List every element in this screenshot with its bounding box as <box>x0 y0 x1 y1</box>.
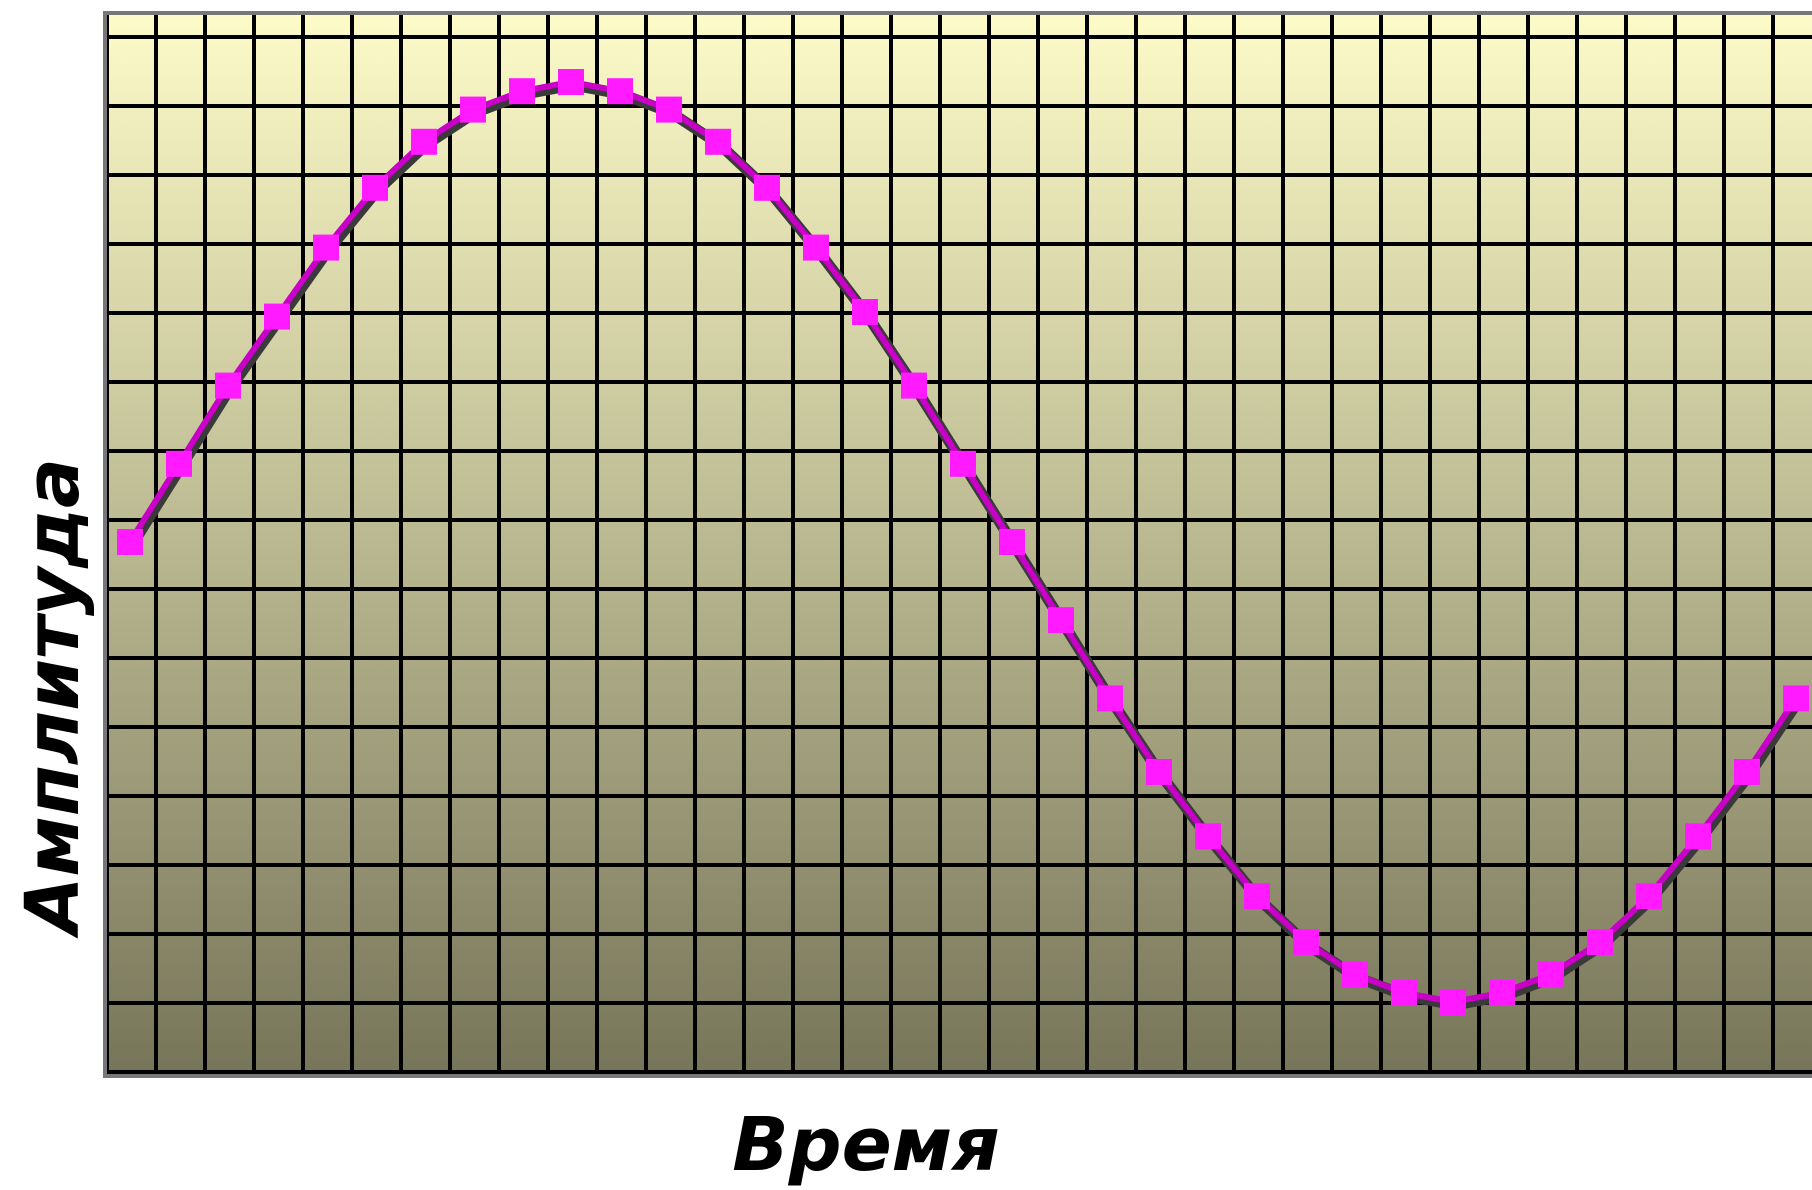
series-sine-wave <box>117 69 1809 1015</box>
data-point-marker <box>117 529 143 555</box>
data-point-marker <box>1587 929 1613 956</box>
data-point-marker <box>999 529 1025 555</box>
data-point-marker <box>1244 883 1270 910</box>
data-point-marker <box>362 174 388 201</box>
data-point-marker <box>1636 883 1662 910</box>
data-point-marker <box>509 78 535 105</box>
data-point-marker <box>852 299 878 325</box>
data-point-marker <box>1391 979 1417 1006</box>
x-axis-label: Время <box>732 1102 1000 1188</box>
data-point-marker <box>460 96 486 123</box>
data-point-marker <box>1048 607 1074 634</box>
data-point-marker <box>754 174 780 201</box>
data-point-marker <box>705 128 731 155</box>
plot-border <box>103 11 1812 1078</box>
data-point-marker <box>1146 759 1172 785</box>
plot-area <box>105 13 1812 1076</box>
data-point-marker <box>1097 685 1123 712</box>
data-point-marker <box>411 128 437 155</box>
data-point-marker <box>1734 759 1760 785</box>
y-axis-label: Амплитуда <box>10 458 96 939</box>
data-point-marker <box>1195 823 1221 850</box>
data-point-marker <box>313 234 339 261</box>
grid-lines <box>105 13 1812 1076</box>
data-point-marker <box>803 234 829 261</box>
data-point-marker <box>1538 961 1564 988</box>
data-point-marker <box>1293 929 1319 956</box>
data-point-marker <box>1440 989 1466 1015</box>
data-point-marker <box>1783 685 1809 712</box>
data-point-marker <box>215 372 241 399</box>
data-point-marker <box>1342 961 1368 988</box>
data-point-marker <box>558 69 584 95</box>
data-point-marker <box>950 450 976 477</box>
data-point-marker <box>901 372 927 399</box>
data-point-marker <box>264 303 290 330</box>
data-point-marker <box>1489 979 1515 1006</box>
data-point-marker <box>1685 823 1711 850</box>
data-point-marker <box>166 450 192 477</box>
data-point-marker <box>607 78 633 105</box>
data-point-marker <box>656 96 682 123</box>
